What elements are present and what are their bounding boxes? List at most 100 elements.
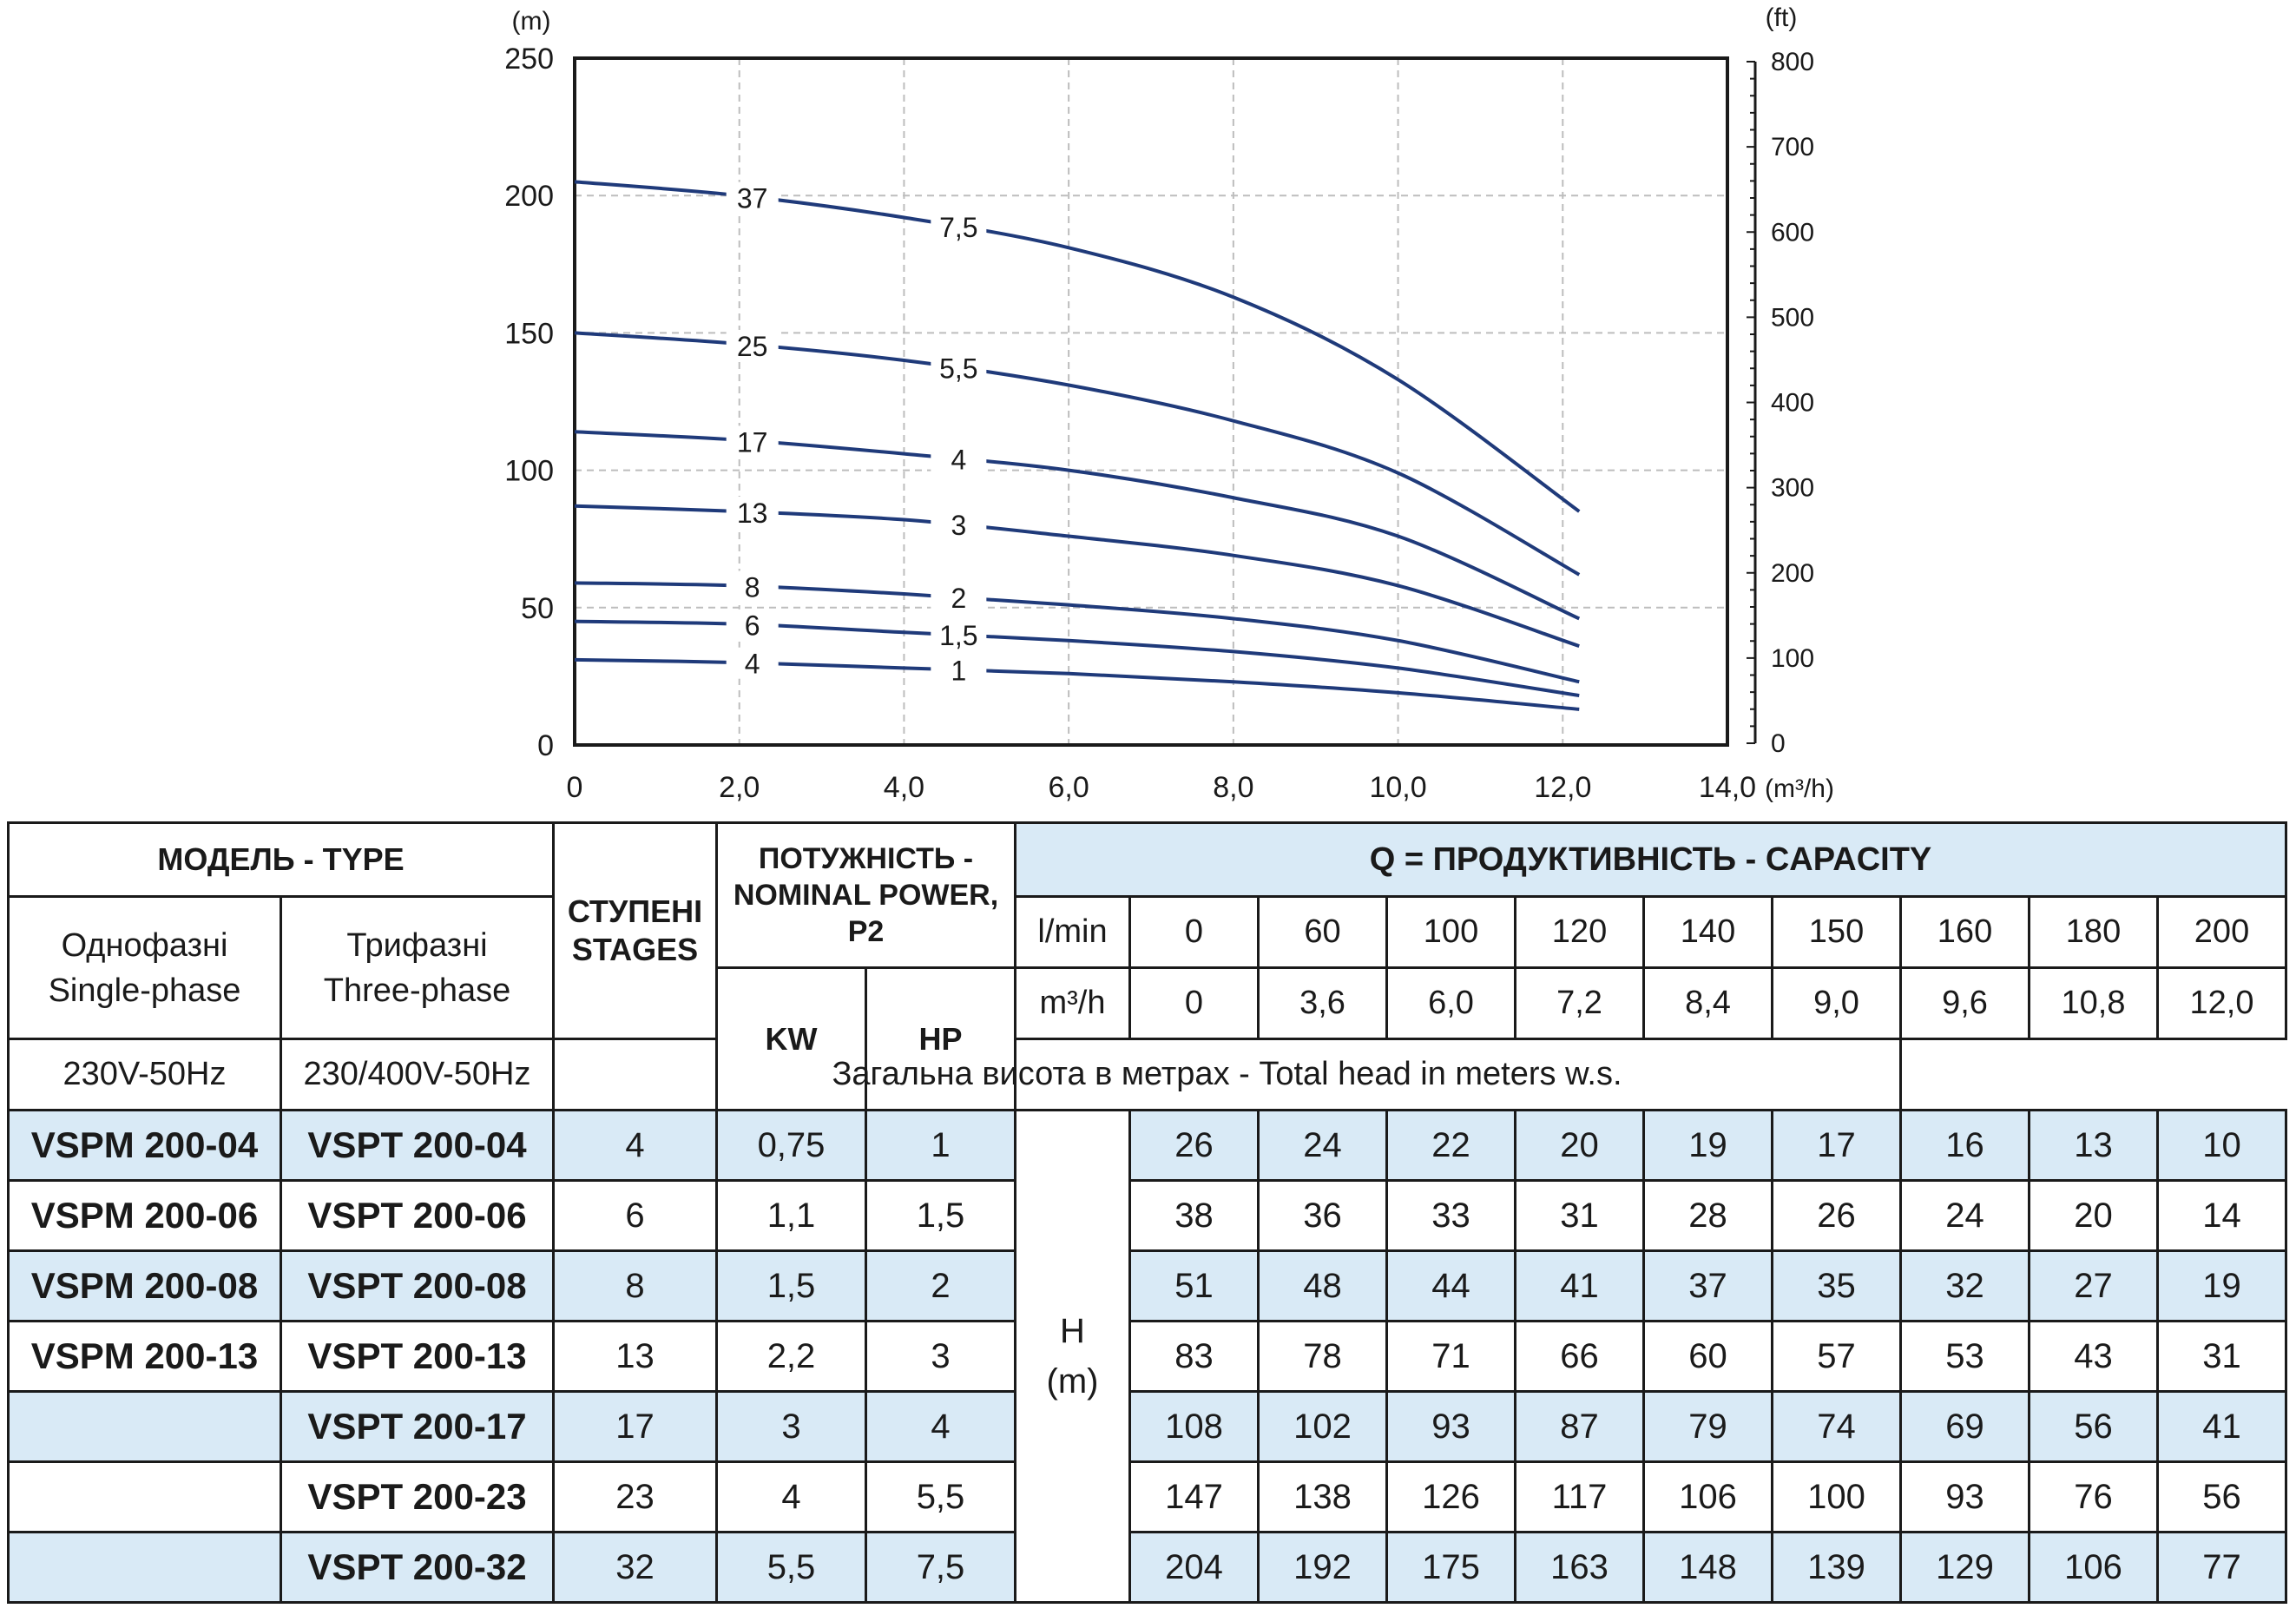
single-phase-model: VSPM 200-08	[7, 1249, 282, 1322]
single-phase-model	[7, 1531, 282, 1604]
lmin-value: 140	[1642, 895, 1773, 969]
hp-value: 5,5	[865, 1460, 1016, 1533]
stage-label: 13	[737, 498, 768, 529]
x-tick-label: 6,0	[1049, 771, 1089, 804]
x-tick-label: 8,0	[1213, 771, 1253, 804]
stages-value: 6	[552, 1179, 718, 1252]
head-h-label: H (m)	[1014, 1109, 1131, 1604]
y-right-axis-label: (ft)	[1766, 3, 1798, 32]
stage-label: 6	[745, 610, 760, 642]
head-value: 71	[1385, 1320, 1516, 1393]
three-phase-model: VSPT 200-23	[280, 1460, 555, 1533]
head-value: 38	[1128, 1179, 1260, 1252]
head-value: 117	[1514, 1460, 1645, 1533]
m3h-value: 9,6	[1899, 966, 2030, 1040]
hp-value: 4	[865, 1390, 1016, 1463]
three-phase-model: VSPT 200-08	[280, 1249, 555, 1322]
y-axis-label: (m)	[512, 7, 551, 36]
head-value: 204	[1128, 1531, 1260, 1604]
chart-background	[486, 0, 1840, 816]
three-phase-model: VSPT 200-32	[280, 1531, 555, 1604]
three-phase-model: VSPT 200-13	[280, 1320, 555, 1393]
head-value: 60	[1642, 1320, 1773, 1393]
head-value: 22	[1385, 1109, 1516, 1182]
y-right-tick-label: 600	[1771, 218, 1814, 247]
lmin-value: 100	[1385, 895, 1516, 969]
power-label: 3	[951, 510, 966, 541]
x-axis-label: (m³/h)	[1765, 775, 1834, 803]
head-value: 93	[1899, 1460, 2030, 1533]
lmin-label: l/min	[1014, 895, 1131, 969]
plot-frame	[573, 56, 1729, 747]
kw-value: 1,1	[715, 1179, 867, 1252]
head-value: 32	[1899, 1249, 2030, 1322]
head-value: 35	[1771, 1249, 1902, 1322]
single-phase-model	[7, 1390, 282, 1463]
lmin-value: 60	[1257, 895, 1388, 969]
head-value: 93	[1385, 1390, 1516, 1463]
head-value: 77	[2156, 1531, 2287, 1604]
power-label-bg	[931, 352, 987, 384]
head-value: 56	[2156, 1460, 2287, 1533]
head-value: 163	[1514, 1531, 1645, 1604]
y-right-tick-label: 500	[1771, 303, 1814, 332]
x-tick-label: 14,0	[1699, 771, 1756, 804]
stages-value: 23	[552, 1460, 718, 1533]
head-value: 83	[1128, 1320, 1260, 1393]
lmin-value: 0	[1128, 895, 1260, 969]
kw-value: 3	[715, 1390, 867, 1463]
stage-label-bg	[726, 497, 779, 529]
kw-value: 2,2	[715, 1320, 867, 1393]
single-voltage: 230V-50Hz	[7, 1038, 282, 1111]
y-tick-label: 200	[504, 180, 554, 213]
lmin-value: 120	[1514, 895, 1645, 969]
head-value: 31	[1514, 1179, 1645, 1252]
hp-value: 1	[865, 1109, 1016, 1182]
power-label: 5,5	[939, 353, 977, 385]
head-value: 26	[1771, 1179, 1902, 1252]
stage-label-bg	[726, 425, 779, 458]
head-value: 106	[1642, 1460, 1773, 1533]
kw-value: 4	[715, 1460, 867, 1533]
head-value: 175	[1385, 1531, 1516, 1604]
power-label: 2	[951, 583, 966, 614]
head-value: 33	[1385, 1179, 1516, 1252]
stage-label-bg	[726, 181, 779, 214]
power-label: 1	[951, 655, 966, 686]
head-value: 56	[2028, 1390, 2159, 1463]
kw-value: 1,5	[715, 1249, 867, 1322]
m3h-value: 3,6	[1257, 966, 1388, 1040]
stages-value: 32	[552, 1531, 718, 1604]
kw-value: 5,5	[715, 1531, 867, 1604]
m3h-label: m³/h	[1014, 966, 1131, 1040]
head-value: 43	[2028, 1320, 2159, 1393]
power-label-bg	[931, 443, 987, 475]
stage-label: 4	[745, 649, 760, 680]
table-row: VSPM 200-08 VSPT 200-08 8 1,5 2 51 48 44 41 37 35 3…	[7, 1249, 2287, 1322]
hp-value: 3	[865, 1320, 1016, 1393]
table-row: VSPT 200-23 23 4 5,5 147 138 126 117 106 100 93 76 5…	[7, 1460, 2287, 1533]
head-value: 51	[1128, 1249, 1260, 1322]
hp-value: 2	[865, 1249, 1016, 1322]
head-value: 13	[2028, 1109, 2159, 1182]
head-value: 36	[1257, 1179, 1388, 1252]
head-value: 37	[1642, 1249, 1773, 1322]
x-tick-label: 12,0	[1534, 771, 1591, 804]
stage-label: 37	[737, 183, 768, 214]
head-value: 41	[1514, 1249, 1645, 1322]
power-label: 1,5	[939, 620, 977, 651]
power-label-bg	[931, 654, 987, 686]
head-value: 106	[2028, 1531, 2159, 1604]
head-value: 76	[2028, 1460, 2159, 1533]
head-value: 20	[1514, 1109, 1645, 1182]
y-tick-label: 100	[504, 455, 554, 488]
table-row: VSPM 200-04 VSPT 200-04 4 0,75 1 H (m) 26 24 22 2…	[7, 1109, 2287, 1604]
head-value: 19	[1642, 1109, 1773, 1182]
power-label-bg	[931, 210, 987, 242]
kw-value: 0,75	[715, 1109, 867, 1182]
y-tick-label: 150	[504, 317, 554, 350]
head-value: 28	[1642, 1179, 1773, 1252]
head-value: 53	[1899, 1320, 2030, 1393]
head-value: 74	[1771, 1390, 1902, 1463]
table-row: VSPM 200-13 VSPT 200-13 13 2,2 3 83 78 71 66 60 57…	[7, 1320, 2287, 1393]
